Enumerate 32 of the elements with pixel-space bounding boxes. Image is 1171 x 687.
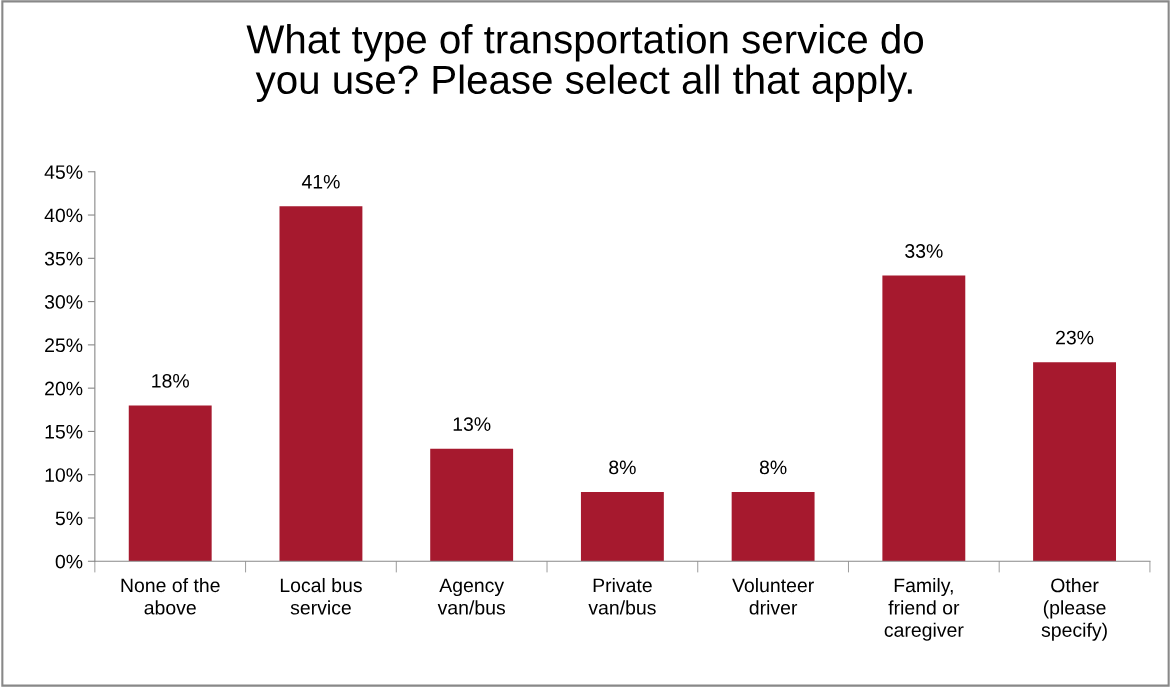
y-tick-label: 0% — [55, 554, 83, 569]
bar — [731, 492, 815, 562]
y-tick-label: 45% — [44, 165, 83, 179]
data-label: 33% — [905, 244, 943, 258]
y-tick-label: 15% — [45, 424, 83, 439]
x-tick-label: Agency van/bus — [437, 578, 506, 615]
y-tick-label: 5% — [55, 511, 83, 526]
y-tick-label: 35% — [44, 251, 83, 266]
data-label: 13% — [453, 417, 491, 432]
x-tick-label: None of the above — [121, 577, 220, 615]
x-tick-label: Private van/bus — [588, 577, 656, 615]
bar — [580, 492, 664, 562]
bar — [279, 206, 363, 562]
data-label: 41% — [301, 174, 340, 189]
data-label: 18% — [152, 373, 189, 388]
chart-title: What type of transportation service do you use? Please select all that apply. — [246, 24, 924, 103]
data-label: 8% — [609, 460, 636, 475]
y-tick-label: 20% — [45, 381, 83, 396]
y-tick-label: 40% — [44, 208, 83, 223]
y-tick-label: 10% — [45, 468, 83, 482]
x-tick-label: Volunteer driver — [732, 577, 814, 615]
bar — [1033, 362, 1117, 562]
x-tick-label: Other (please specify) — [1041, 577, 1107, 641]
bar — [882, 275, 966, 562]
x-tick-label: Local bus service — [280, 577, 362, 615]
data-label: 8% — [759, 460, 787, 475]
y-tick-label: 30% — [44, 295, 83, 309]
y-tick-label: 25% — [45, 338, 83, 353]
bar — [128, 405, 212, 562]
bar — [430, 448, 514, 562]
data-label: 23% — [1056, 330, 1094, 345]
x-tick-label: Family, friend or caregiver — [884, 577, 964, 641]
